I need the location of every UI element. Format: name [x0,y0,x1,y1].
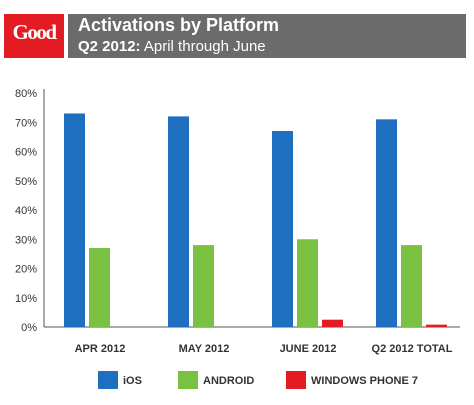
bar-ios [168,116,189,328]
x-category-label: APR 2012 [75,343,126,355]
legend-swatch-android [178,371,198,389]
chart-header: Good Activations by Platform Q2 2012: Ap… [0,0,474,62]
legend-label: iOS [123,375,142,387]
chart-subtitle: Q2 2012: April through June [78,38,266,55]
bar-android [193,245,214,327]
y-tick-label: 50% [15,176,37,188]
title-banner: Activations by Platform Q2 2012: April t… [68,14,466,58]
logo-text: Good [12,20,57,44]
legend-label: WINDOWS PHONE 7 [311,375,418,387]
y-tick-label: 0% [21,322,37,334]
subtitle-range: April through June [140,38,266,55]
y-tick-label: 60% [15,147,37,159]
y-tick-label: 70% [15,117,37,129]
legend-swatch-windows-phone-7 [286,371,306,389]
y-tick-label: 80% [15,88,37,100]
bar-ios [376,119,397,327]
y-tick-label: 10% [15,293,37,305]
bar-windows-phone-7 [426,324,447,327]
subtitle-period: Q2 2012: [78,38,141,55]
chart-title: Activations by Platform [78,15,280,35]
y-tick-label: 40% [15,205,37,217]
y-tick-label: 30% [15,234,37,246]
bar-ios [64,113,85,327]
bar-android [297,239,318,327]
bar-android [89,248,110,327]
legend-swatch-ios [98,371,118,389]
x-category-label: MAY 2012 [179,343,230,355]
x-category-label: Q2 2012 TOTAL [372,343,453,355]
bar-android [401,245,422,327]
good-logo: Good [4,14,64,58]
x-category-label: JUNE 2012 [280,343,337,355]
bar-ios [272,131,293,327]
bar-windows-phone-7 [322,319,343,327]
y-tick-label: 20% [15,264,37,276]
legend-label: ANDROID [203,375,254,387]
